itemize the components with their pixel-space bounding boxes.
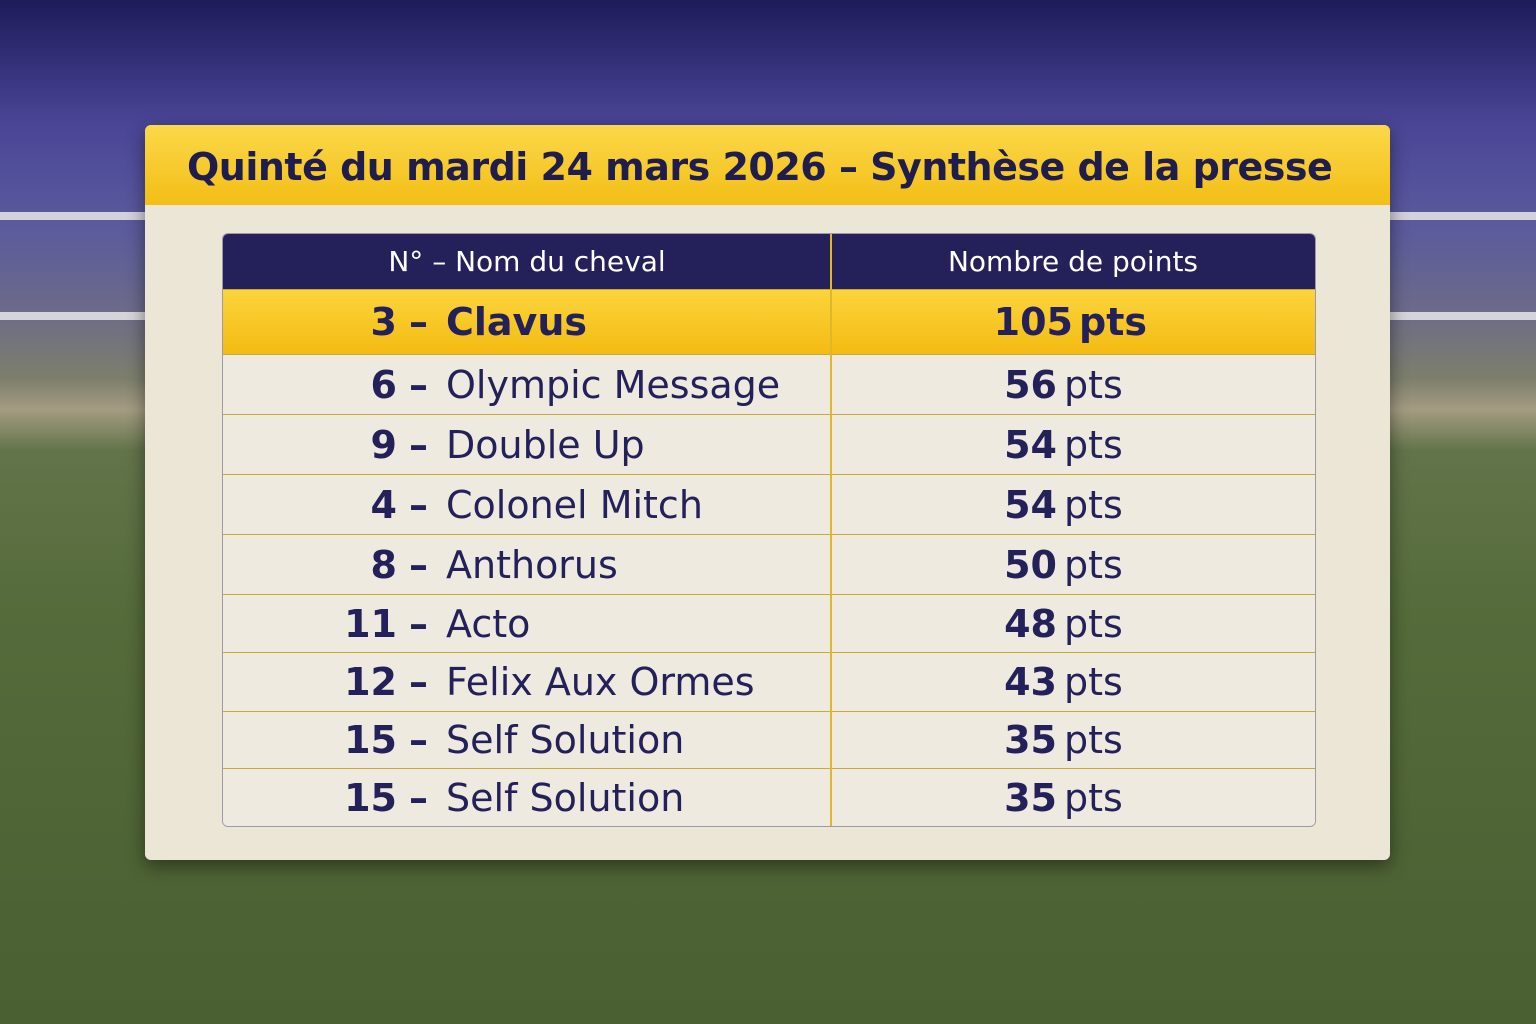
points-value: 48 (1004, 602, 1057, 646)
row: 4– Colonel Mitch 54 pts (223, 474, 1315, 535)
separator: – (409, 776, 428, 820)
row: 15– Self Solution 35 pts (223, 768, 1315, 826)
points-value: 56 (1004, 363, 1057, 407)
horse-number: 9 (370, 423, 397, 467)
row: 3– Clavus 105 pts (223, 289, 1315, 355)
horse-name: Olympic Message (446, 363, 781, 407)
points-unit: pts (1064, 776, 1123, 820)
row: 11– Acto 48 pts (223, 594, 1315, 653)
points-value: 35 (1004, 776, 1057, 820)
horse-name: Anthorus (446, 543, 618, 587)
horse-name: Self Solution (446, 776, 685, 820)
horse-number: 15 (344, 718, 397, 762)
separator: – (409, 602, 428, 646)
horse-name: Double Up (446, 423, 645, 467)
header-cell: N° – Nom du cheval (388, 245, 666, 278)
horse-number: 11 (344, 602, 397, 646)
horse-name: Clavus (446, 300, 587, 344)
separator: – (409, 543, 428, 587)
horse-number: 4 (370, 483, 397, 527)
horse-number: 8 (370, 543, 397, 587)
title-band (145, 125, 1390, 205)
separator: – (409, 483, 428, 527)
points-value: 50 (1004, 543, 1057, 587)
row: 12– Felix Aux Ormes 43 pts (223, 652, 1315, 712)
points-unit: pts (1064, 602, 1123, 646)
points-unit: pts (1064, 543, 1123, 587)
horse-number: 12 (344, 660, 397, 704)
points-unit: pts (1064, 718, 1123, 762)
horse-number: 6 (370, 363, 397, 407)
row: 9– Double Up 54 pts (223, 414, 1315, 475)
separator: – (409, 423, 428, 467)
horse-number: 15 (344, 776, 397, 820)
horse-name: Acto (446, 602, 531, 646)
horse-name: Colonel Mitch (446, 483, 703, 527)
header-row: N° – Nom du cheval Nombre de points (223, 234, 1315, 289)
table: N° – Nom du cheval Nombre de points 3– Cl… (222, 233, 1316, 827)
points-value: 54 (1004, 423, 1057, 467)
column-divider (830, 234, 832, 826)
points-unit: pts (1064, 660, 1123, 704)
points-unit: pts (1064, 423, 1123, 467)
separator: – (409, 300, 428, 344)
points-value: 105 (993, 300, 1073, 344)
separator: – (409, 660, 428, 704)
points-value: 54 (1004, 483, 1057, 527)
title: Quinté du mardi 24 mars 2026 – Synthèse … (187, 145, 1333, 189)
row: 15– Self Solution 35 pts (223, 711, 1315, 769)
horse-number: 3 (370, 300, 397, 344)
horse-name: Felix Aux Ormes (446, 660, 755, 704)
separator: – (409, 718, 428, 762)
points-value: 43 (1004, 660, 1057, 704)
points-value: 35 (1004, 718, 1057, 762)
row: 8– Anthorus 50 pts (223, 534, 1315, 595)
row: 6– Olympic Message 56 pts (223, 354, 1315, 415)
horse-name: Self Solution (446, 718, 685, 762)
points-unit: pts (1079, 300, 1147, 344)
points-unit: pts (1064, 363, 1123, 407)
points-unit: pts (1064, 483, 1123, 527)
separator: – (409, 363, 428, 407)
header-cell: Nombre de points (947, 245, 1199, 278)
